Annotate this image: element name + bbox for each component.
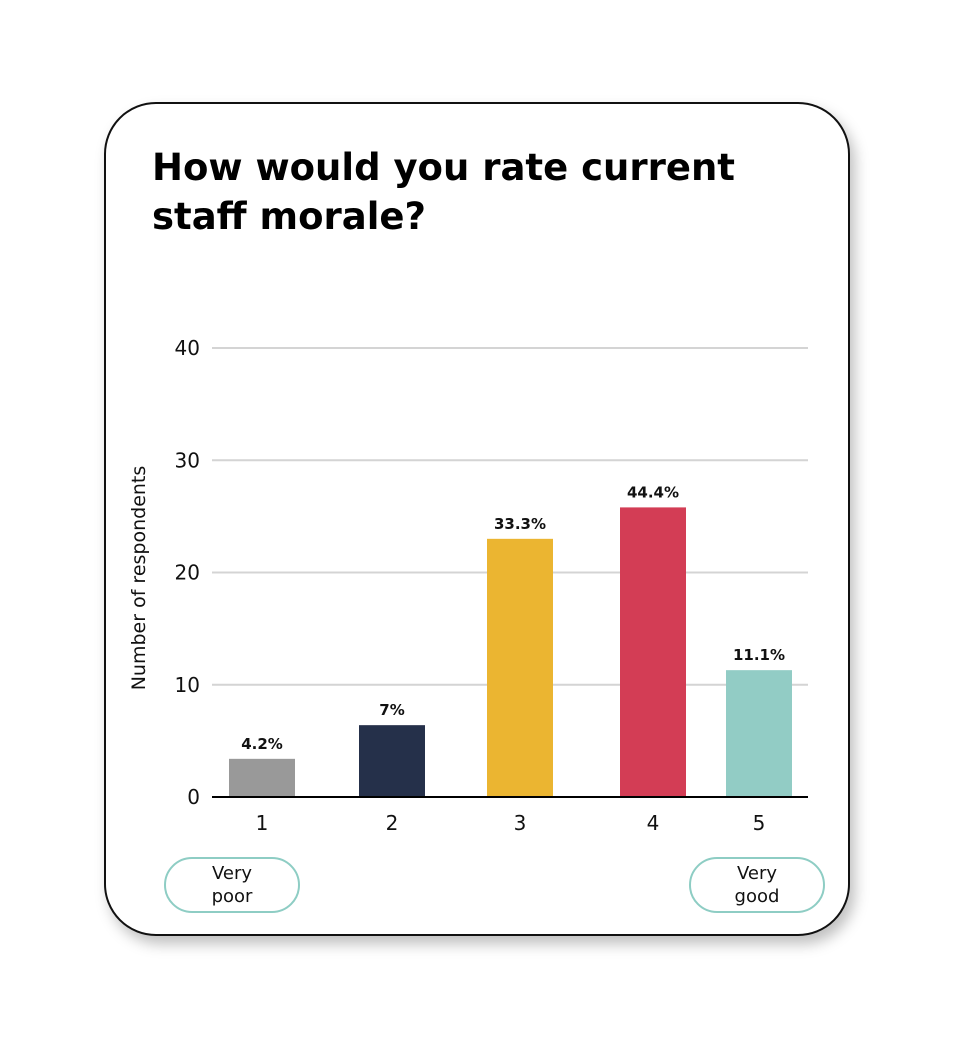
bar-2 — [359, 725, 425, 797]
y-axis-ticks: 0 10 20 30 40 — [175, 336, 200, 809]
y-tick-label: 20 — [175, 561, 200, 585]
x-tick-label: 3 — [514, 811, 527, 835]
x-axis-ticks: 1 2 3 4 5 — [256, 811, 766, 835]
data-label: 44.4% — [627, 483, 679, 501]
y-axis-label: Number of respondents — [128, 466, 150, 691]
scale-label-low-line1: Very — [211, 863, 253, 884]
data-label: 33.3% — [494, 515, 546, 533]
y-tick-label: 40 — [175, 336, 200, 360]
x-tick-label: 1 — [256, 811, 269, 835]
x-tick-label: 4 — [647, 811, 660, 835]
bar-5 — [726, 670, 792, 797]
scale-label-very-poor: Very poor — [164, 857, 300, 913]
bar-1 — [229, 758, 295, 797]
y-tick-label: 10 — [175, 673, 200, 697]
data-label: 7% — [379, 701, 404, 719]
y-tick-label: 0 — [187, 785, 200, 809]
bar-3 — [487, 538, 553, 797]
bars — [229, 507, 792, 797]
scale-label-high-line1: Very — [736, 863, 778, 884]
y-tick-label: 30 — [175, 448, 200, 472]
scale-label-very-good: Very good — [689, 857, 825, 913]
data-labels: 4.2% 7% 33.3% 44.4% 11.1% — [241, 483, 785, 752]
bar-4 — [620, 507, 686, 797]
chart-title: How would you rate current staff morale? — [152, 146, 735, 238]
scale-label-low-line2: poor — [211, 886, 253, 907]
x-tick-label: 2 — [386, 811, 399, 835]
data-label: 4.2% — [241, 735, 283, 753]
scale-label-high-line2: good — [734, 886, 780, 907]
data-label: 11.1% — [733, 646, 785, 664]
x-tick-label: 5 — [753, 811, 766, 835]
